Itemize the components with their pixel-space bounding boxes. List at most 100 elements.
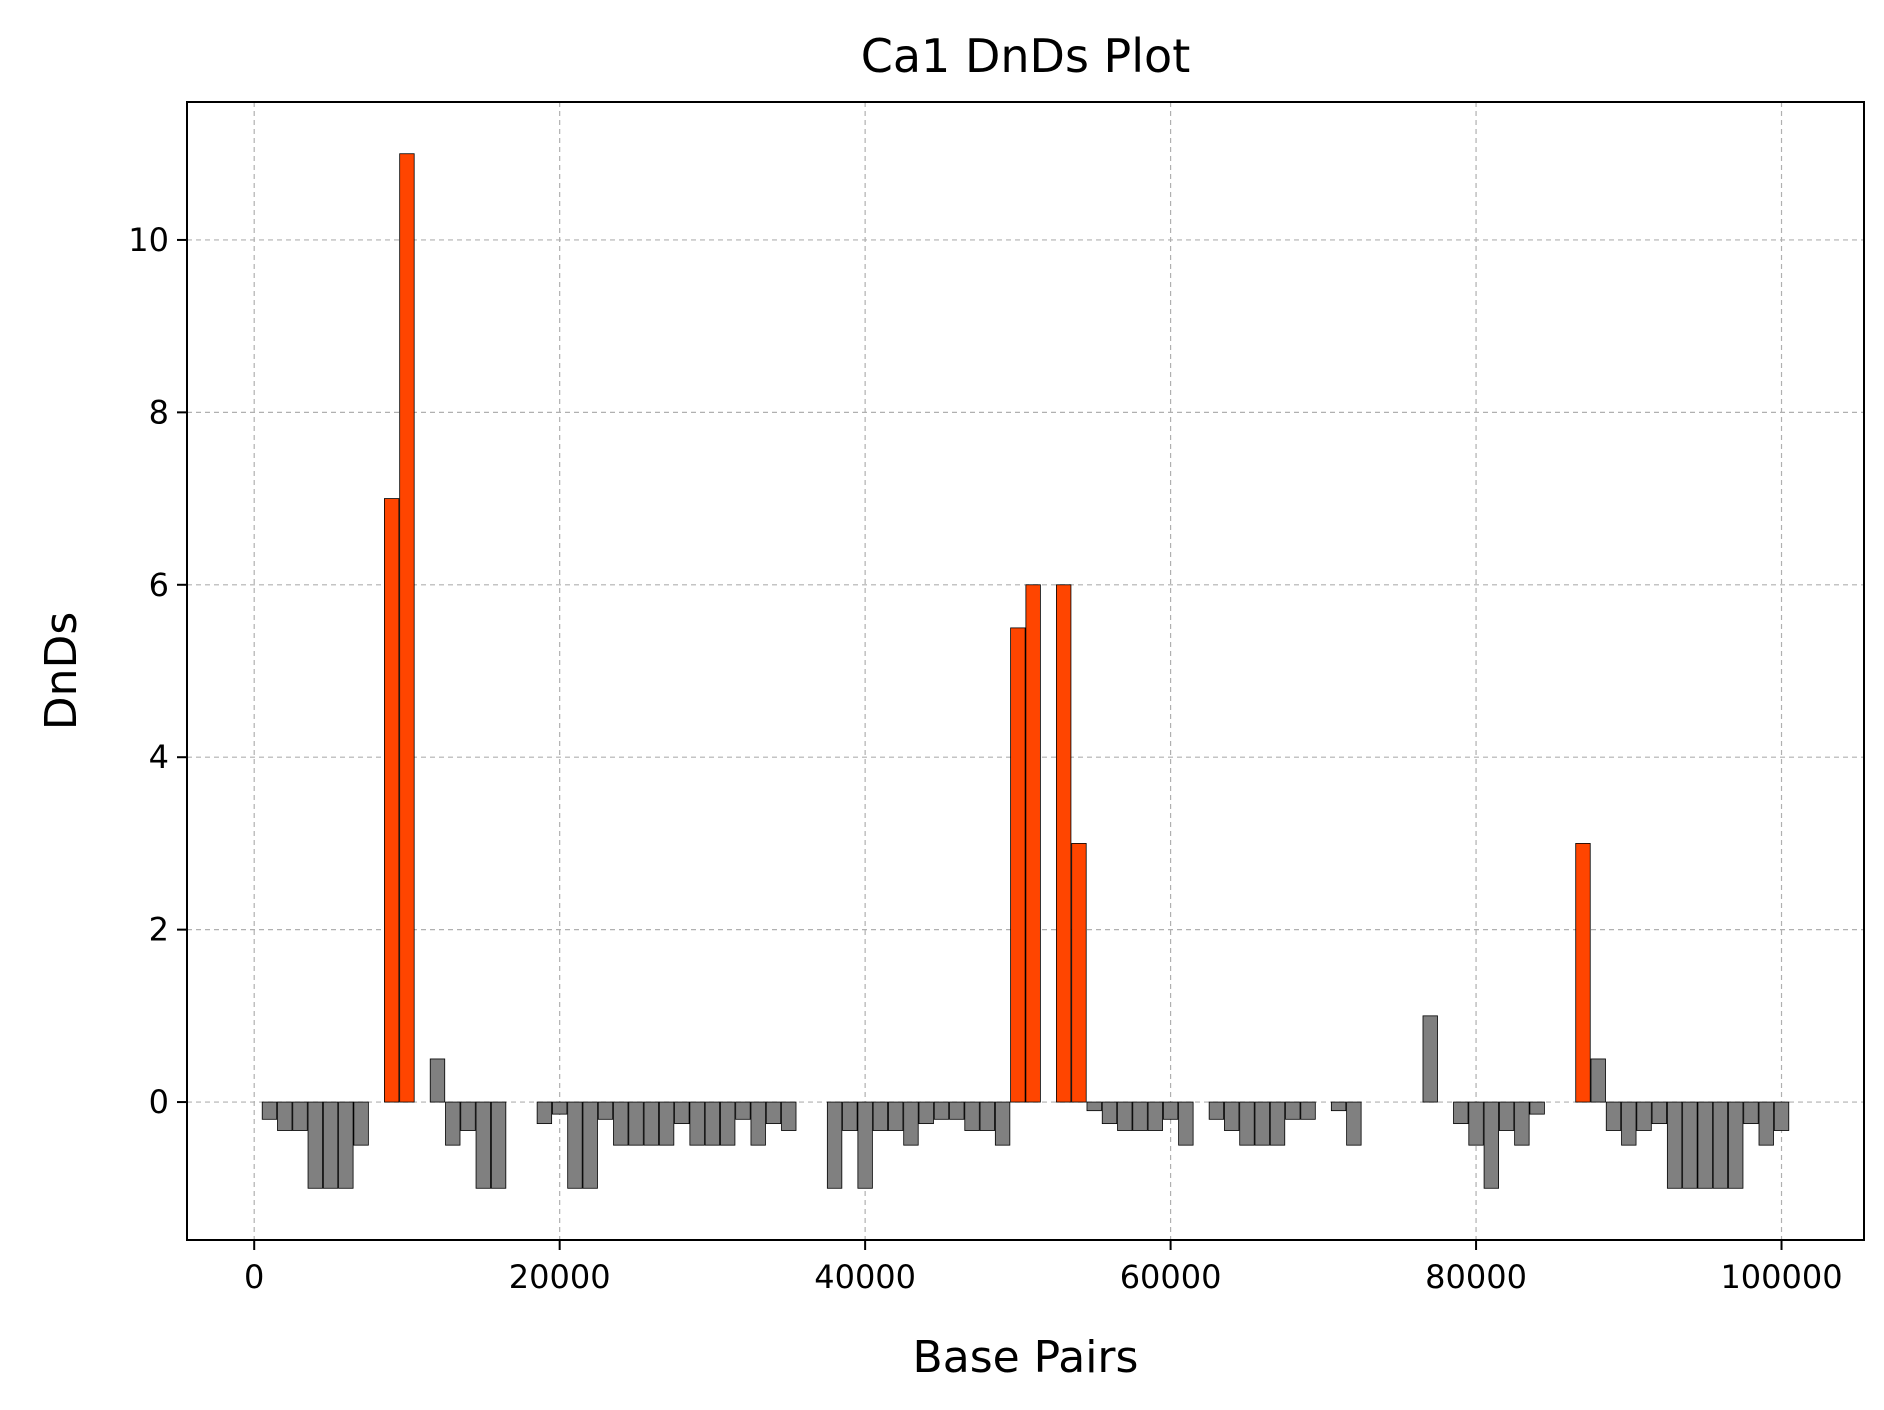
y-axis-label: DnDs [36, 612, 87, 731]
x-tick-label: 0 [244, 1258, 264, 1296]
dnds-bar [1621, 1101, 1637, 1146]
x-tick-label: 60000 [1120, 1258, 1222, 1296]
dnds-bar [1010, 627, 1026, 1103]
dnds-bar [765, 1101, 782, 1125]
dnds-bar [1422, 1015, 1438, 1103]
dnds-bar [857, 1101, 873, 1189]
dnds-bar [1758, 1101, 1774, 1146]
dnds-bar [1071, 843, 1087, 1103]
dnds-bar [1224, 1101, 1240, 1131]
dnds-bar [1636, 1101, 1652, 1131]
dnds-bar [1285, 1101, 1301, 1120]
dnds-bar [1346, 1101, 1362, 1146]
dnds-bar [1147, 1101, 1163, 1131]
x-tick-label: 100000 [1720, 1258, 1842, 1296]
dnds-bar [353, 1101, 369, 1146]
dnds-bar [704, 1101, 721, 1146]
dnds-bar [720, 1101, 736, 1146]
dnds-bar [750, 1101, 766, 1146]
dnds-bar [552, 1101, 568, 1115]
x-tick-label: 40000 [814, 1258, 916, 1296]
dnds-bar [307, 1101, 323, 1189]
x-axis-label: Base Pairs [913, 1332, 1139, 1383]
dnds-bar [292, 1101, 308, 1131]
dnds-bar [979, 1101, 995, 1131]
dnds-bar [888, 1101, 904, 1131]
dnds-bar [674, 1101, 690, 1125]
dnds-bar [1162, 1101, 1179, 1120]
y-tick-label: 2 [149, 911, 169, 949]
dnds-bar [1666, 1101, 1683, 1189]
dnds-bar [1773, 1101, 1790, 1131]
dnds-bar [567, 1101, 583, 1189]
chart-title: Ca1 DnDs Plot [861, 29, 1190, 83]
dnds-bar [964, 1101, 980, 1131]
y-tick-label: 0 [149, 1083, 169, 1121]
dnds-bar [933, 1101, 950, 1120]
dnds-bar [1025, 584, 1041, 1103]
dnds-bar [1498, 1101, 1515, 1131]
dnds-bar [1117, 1101, 1133, 1131]
x-tick-label: 20000 [509, 1258, 611, 1296]
dnds-bar [1682, 1101, 1698, 1189]
dnds-bar [613, 1101, 629, 1146]
axis-ticks: 0 20000 40000 60000 80000 100000 0 2 4 6 8 10 [128, 221, 1842, 1296]
dnds-bar [1743, 1101, 1759, 1125]
dnds-bar [689, 1101, 705, 1146]
dnds-bar [536, 1101, 553, 1125]
dnds-bar [582, 1101, 598, 1189]
dnds-bar [490, 1101, 507, 1189]
dnds-bar [1483, 1101, 1499, 1189]
x-tick-label: 80000 [1425, 1258, 1527, 1296]
dnds-bar [826, 1101, 843, 1189]
dnds-bar [445, 1101, 461, 1146]
y-tick-label: 10 [128, 221, 169, 259]
dnds-bar [322, 1101, 339, 1189]
dnds-bar [628, 1101, 644, 1146]
dnds-bar [994, 1101, 1011, 1146]
dnds-bar [949, 1101, 965, 1120]
dnds-bar [1254, 1101, 1270, 1146]
dnds-bar [872, 1101, 889, 1131]
dnds-bar [1514, 1101, 1530, 1146]
dnds-bar [1605, 1101, 1622, 1131]
dnds-bar [261, 1101, 278, 1120]
dnds-bar [338, 1101, 354, 1189]
dnds-bar [1590, 1058, 1606, 1103]
y-tick-label: 4 [149, 738, 169, 776]
dnds-bar [1728, 1101, 1744, 1189]
dnds-bar [1056, 584, 1072, 1103]
dnds-bar [1086, 1101, 1102, 1112]
dnds-bar [1330, 1101, 1347, 1112]
dnds-bar [781, 1101, 797, 1131]
dnds-bar [460, 1101, 476, 1131]
dnds-bar [1651, 1101, 1667, 1125]
dnds-bar [1697, 1101, 1713, 1189]
dnds-bar [658, 1101, 675, 1146]
dnds-bar [842, 1101, 858, 1131]
bar-series [261, 153, 1790, 1189]
dnds-bar [1575, 843, 1591, 1103]
dnds-bar [1300, 1101, 1316, 1120]
dnds-bar [1269, 1101, 1286, 1146]
dnds-bar [475, 1101, 491, 1189]
dnds-bar [918, 1101, 934, 1125]
dnds-bar [384, 498, 400, 1103]
dnds-bar [903, 1101, 919, 1146]
dnds-bar [1101, 1101, 1118, 1125]
dnds-bar [597, 1101, 614, 1120]
dnds-bar [643, 1101, 659, 1146]
dnds-bar [1453, 1101, 1469, 1125]
dnds-bar [1132, 1101, 1148, 1131]
dnds-bar [1468, 1101, 1484, 1146]
dnds-bar [1178, 1101, 1194, 1146]
dnds-bar [1239, 1101, 1255, 1146]
plot-area-frame [186, 101, 1865, 1241]
dnds-bar [1529, 1101, 1545, 1115]
dnds-bar [399, 153, 415, 1103]
dnds-bar [277, 1101, 293, 1131]
dnds-bar [1712, 1101, 1729, 1189]
y-tick-label: 8 [149, 393, 169, 431]
